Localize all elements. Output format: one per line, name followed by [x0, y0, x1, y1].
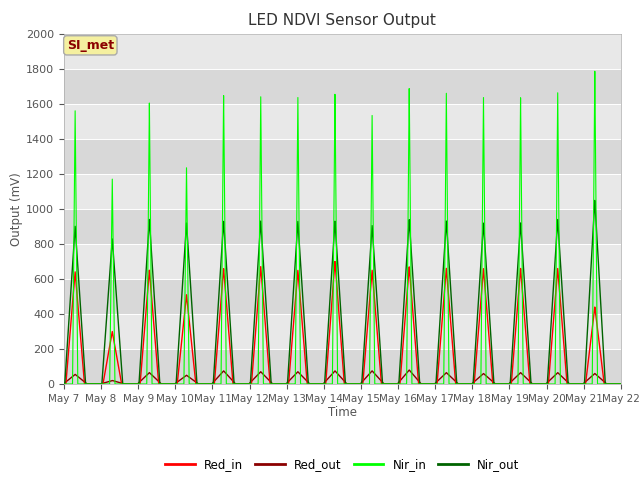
Bar: [64, 244, 621, 279]
Bar: [64, 69, 621, 104]
Bar: [64, 104, 621, 139]
Bar: [64, 139, 621, 174]
Bar: [64, 34, 621, 69]
Bar: [64, 279, 621, 314]
Bar: [64, 174, 621, 209]
X-axis label: Time: Time: [328, 407, 357, 420]
Bar: [64, 209, 621, 244]
Bar: [64, 314, 621, 349]
Text: SI_met: SI_met: [67, 39, 114, 52]
Title: LED NDVI Sensor Output: LED NDVI Sensor Output: [248, 13, 436, 28]
Bar: [64, 349, 621, 384]
Y-axis label: Output (mV): Output (mV): [10, 172, 24, 246]
Legend: Red_in, Red_out, Nir_in, Nir_out: Red_in, Red_out, Nir_in, Nir_out: [161, 454, 524, 476]
